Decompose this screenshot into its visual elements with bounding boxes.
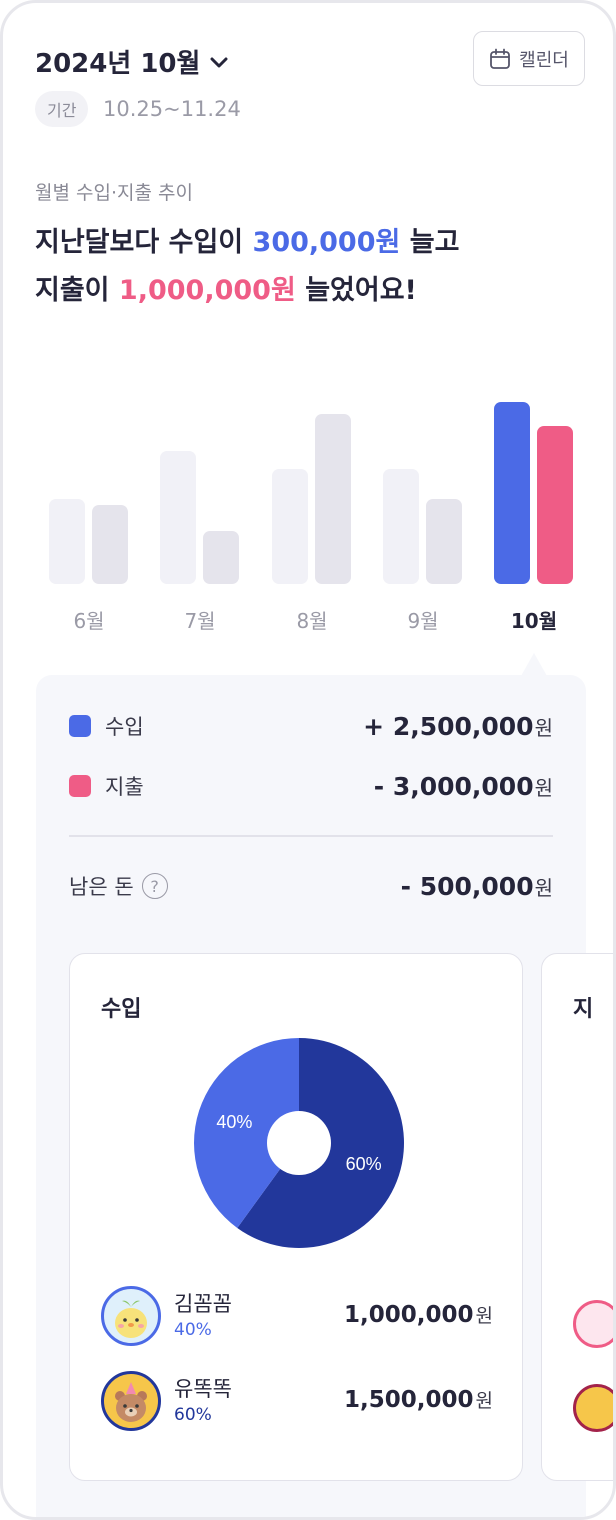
panel-pointer	[521, 653, 547, 676]
income-total-row: 수입 + 2,500,000원	[69, 711, 553, 741]
chevron-down-icon	[210, 57, 228, 67]
chick-avatar-icon	[101, 1286, 161, 1346]
member-amount-value: 1,000,000	[344, 1302, 474, 1328]
expense-bar-9[interactable]	[426, 499, 462, 584]
member-amount-value: 1,500,000	[344, 1387, 474, 1413]
income-bar-10[interactable]	[494, 402, 530, 584]
expense-total-value: - 3,000,000	[373, 771, 534, 801]
expense-total: - 3,000,000원	[374, 772, 553, 801]
headline-text: 지난달보다 수입이	[35, 227, 253, 258]
help-icon[interactable]: ?	[141, 873, 168, 899]
expense-bar-6[interactable]	[92, 505, 128, 584]
unit-label: 원	[534, 875, 553, 900]
x-tick-label[interactable]: 9월	[407, 609, 439, 633]
summary-headline: 지난달보다 수입이 300,000원 늘고 지출이 1,000,000원 늘었어…	[35, 219, 459, 315]
income-donut-chart: 40% 60%	[194, 1038, 404, 1248]
income-swatch	[69, 715, 91, 737]
income-label: 수입	[105, 715, 144, 739]
card-title: 수입	[101, 997, 142, 1022]
member-amount: 1,500,000 원	[344, 1386, 493, 1413]
x-tick-label[interactable]: 7월	[184, 609, 216, 633]
income-bar-6[interactable]	[49, 499, 85, 584]
unit-label: 원	[475, 1390, 493, 1412]
expense-bar-8[interactable]	[315, 414, 351, 584]
period-badge: 기간	[35, 91, 89, 127]
calendar-button-label: 캘린더	[519, 49, 569, 71]
income-total-value: + 2,500,000	[363, 711, 534, 741]
month-title: 2024년 10월	[35, 49, 201, 79]
income-breakdown-card[interactable]: 수입 40% 60% 김꼼꼼 40%	[69, 953, 523, 1481]
headline-line-2: 지출이 1,000,000원 늘었어요!	[35, 267, 459, 315]
section-label: 월별 수입·지출 추이	[35, 182, 193, 204]
expense-label: 지출	[105, 775, 144, 799]
remaining-row: 남은 돈 ? - 500,000원	[69, 871, 553, 901]
donut-percent-label: 40%	[216, 1112, 252, 1132]
month-selector[interactable]: 2024년 10월	[35, 43, 228, 80]
summary-panel: 수입 + 2,500,000원 지출 - 3,000,000원 남은 돈 ? -…	[36, 675, 613, 1517]
member-percent: 40%	[174, 1320, 212, 1340]
income-diff-highlight: 300,000원	[252, 227, 401, 258]
monthly-bar-chart: 6월 7월 8월 9월 10월	[3, 343, 613, 643]
calendar-button[interactable]: 캘린더	[473, 31, 585, 86]
member-row[interactable]: 김꼼꼼 40% 1,000,000 원	[101, 1286, 493, 1348]
donut-hole	[267, 1111, 331, 1175]
period-range: 10.25~11.24	[103, 97, 241, 121]
headline-line-1: 지난달보다 수입이 300,000원 늘고	[35, 219, 459, 267]
income-total: + 2,500,000원	[363, 712, 553, 741]
donut-percent-label: 60%	[346, 1154, 382, 1174]
x-tick-label[interactable]: 10월	[510, 609, 558, 633]
expense-bar-10[interactable]	[537, 426, 573, 584]
member-avatar-icon	[573, 1384, 613, 1432]
remaining-total: - 500,000원	[401, 872, 553, 901]
donut-slice[interactable]	[194, 1038, 299, 1228]
unit-label: 원	[534, 775, 553, 800]
member-avatar-icon	[573, 1300, 613, 1348]
income-bar-8[interactable]	[272, 469, 308, 584]
unit-label: 원	[534, 715, 553, 740]
remaining-total-value: - 500,000	[400, 871, 534, 901]
card-title: 지	[573, 997, 594, 1022]
divider	[69, 835, 553, 837]
remaining-label: 남은 돈	[69, 875, 134, 899]
member-name: 유똑똑	[174, 1377, 232, 1401]
member-amount: 1,000,000 원	[344, 1301, 493, 1328]
headline-text: 지출이	[35, 275, 119, 306]
expense-breakdown-card[interactable]: 지	[541, 953, 613, 1481]
member-percent: 60%	[174, 1405, 212, 1425]
headline-text: 늘고	[400, 227, 460, 258]
expense-swatch	[69, 775, 91, 797]
x-tick-label[interactable]: 8월	[296, 609, 328, 633]
expense-diff-highlight: 1,000,000원	[118, 275, 296, 306]
expense-total-row: 지출 - 3,000,000원	[69, 771, 553, 801]
income-bar-9[interactable]	[383, 469, 419, 584]
unit-label: 원	[475, 1305, 493, 1327]
expense-bar-7[interactable]	[203, 531, 239, 584]
member-row[interactable]: 유똑똑 60% 1,500,000 원	[101, 1371, 493, 1433]
headline-text: 늘었어요!	[295, 275, 417, 306]
x-tick-label[interactable]: 6월	[73, 609, 105, 633]
member-name: 김꼼꼼	[174, 1292, 232, 1316]
calendar-icon	[490, 48, 511, 69]
income-bar-7[interactable]	[160, 451, 196, 584]
bear-avatar-icon	[101, 1371, 161, 1431]
